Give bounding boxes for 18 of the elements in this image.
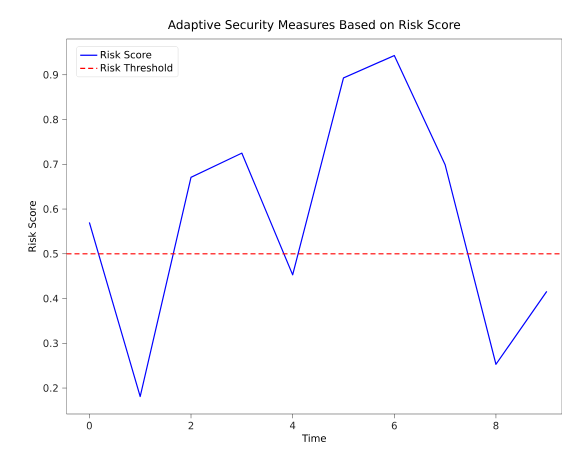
x-tick-label: 0: [86, 422, 92, 430]
y-tick-label: 0.5: [43, 250, 58, 258]
x-tick-label: 6: [392, 422, 397, 430]
y-tick-label: 0.6: [43, 205, 58, 213]
chart-title: Adaptive Security Measures Based on Risk Score: [168, 20, 460, 32]
y-tick-label: 0.2: [43, 384, 58, 392]
y-tick-label: 0.7: [43, 160, 58, 168]
legend-label: Risk Score: [100, 50, 152, 58]
legend-label: Risk Threshold: [100, 64, 172, 72]
x-tick-label: 4: [290, 422, 296, 430]
y-axis-title: Risk Score: [28, 201, 36, 252]
x-tick-label: 2: [188, 422, 194, 430]
x-axis-title: Time: [302, 434, 326, 442]
y-tick-label: 0.4: [43, 294, 58, 302]
y-tick-label: 0.3: [43, 340, 58, 348]
y-tick-label: 0.9: [43, 71, 58, 79]
y-tick-label: 0.8: [43, 116, 58, 124]
x-tick-label: 8: [493, 422, 498, 430]
